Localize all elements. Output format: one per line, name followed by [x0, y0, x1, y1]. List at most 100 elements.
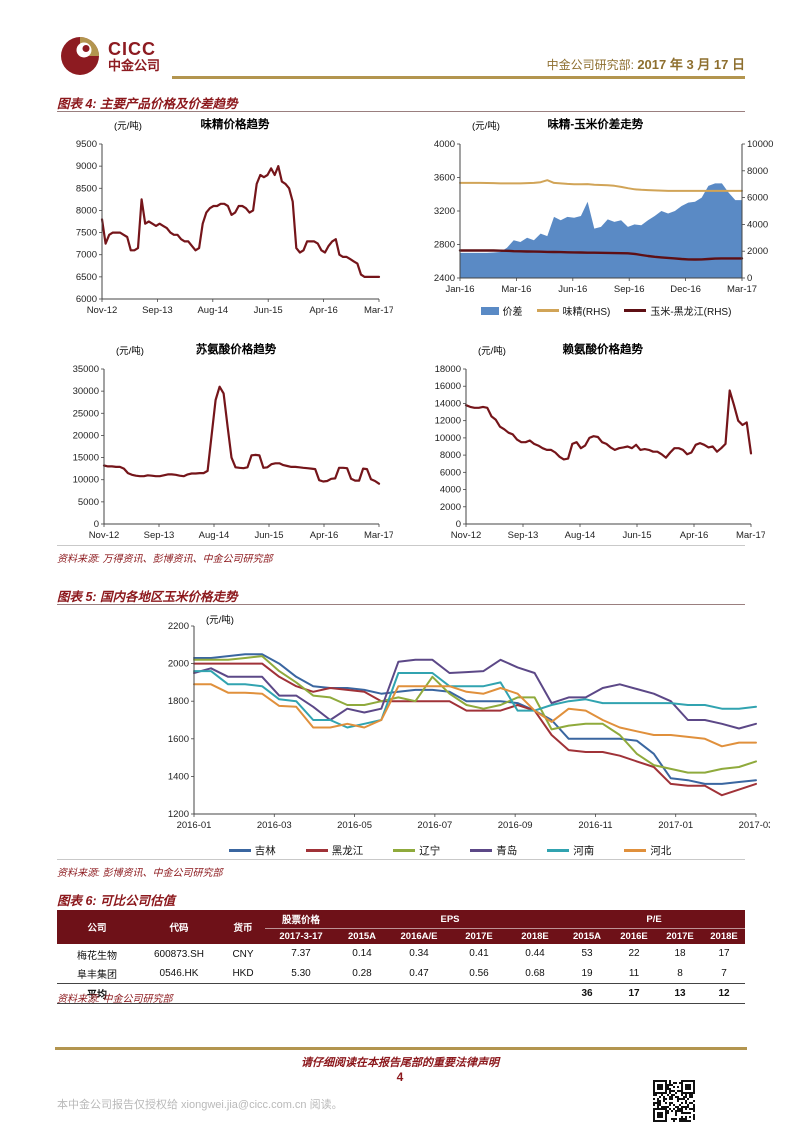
cell-currency: HKD [232, 967, 254, 979]
legend-label-msg: 味精(RHS) [562, 307, 611, 318]
svg-text:7000: 7000 [76, 250, 97, 261]
col-header-eps-2017e: 2017E [451, 928, 507, 944]
svg-text:10000: 10000 [747, 139, 773, 150]
header-research-dept: 中金公司研究部: 2017 年 3 月 17 日 [547, 54, 745, 73]
svg-text:Nov-12: Nov-12 [87, 305, 118, 316]
cell-pe: 19 [581, 967, 593, 979]
svg-text:2000: 2000 [747, 246, 768, 257]
qr-code [653, 1080, 695, 1122]
legend-item-corn-hlj: 玉米-黑龙江(RHS) [624, 303, 731, 318]
cell-eps: 0.28 [352, 967, 372, 979]
svg-text:Jun-15: Jun-15 [254, 530, 283, 541]
svg-text:8500: 8500 [76, 183, 97, 194]
svg-text:15000: 15000 [73, 453, 99, 464]
col-header-eps-2016ae: 2016A/E [387, 928, 451, 944]
table-row-fufeng: 阜丰集团 0546.HK HKD 5.30 0.28 0.47 0.56 0.6… [57, 964, 745, 984]
svg-text:Sep-16: Sep-16 [614, 284, 645, 295]
chart-msg-price: 6000 6500 7000 7500 8000 8500 9000 9500 Nov-12 Se… [58, 116, 394, 326]
col-header-eps-2015a: 2015A [337, 928, 387, 944]
cicc-logo: CICC 中金公司 [60, 36, 160, 76]
svg-text:(元/吨): (元/吨) [114, 120, 142, 132]
cell-pe: 8 [677, 967, 683, 979]
table-row-meihua: 梅花生物 600873.SH CNY 7.37 0.14 0.34 0.41 0… [57, 944, 745, 964]
figure5-underline [57, 604, 745, 605]
svg-text:10000: 10000 [73, 475, 99, 486]
area-swatch-icon [480, 306, 499, 315]
cell-pe: 11 [628, 967, 640, 979]
footer-gold-rule [55, 1047, 747, 1050]
figure6-source: 资料来源: 中金公司研究部 [57, 994, 173, 1005]
cell-price: 7.37 [291, 948, 311, 960]
cell-currency: CNY [232, 948, 254, 960]
svg-text:2017-03: 2017-03 [739, 820, 770, 831]
legend-label-corn-hlj: 玉米-黑龙江(RHS) [650, 307, 732, 318]
cell-avg-pe: 17 [611, 982, 658, 1004]
chart-regional-corn: 1200 1400 1600 1800 2000 2200 2016-01 2016-03 20… [130, 610, 774, 858]
table-row-average: 平均 36 17 13 12 [57, 982, 746, 1004]
svg-text:12000: 12000 [435, 416, 461, 427]
svg-text:赖氨酸价格趋势: 赖氨酸价格趋势 [563, 342, 644, 356]
line-swatch-icon [536, 309, 559, 312]
svg-text:Nov-12: Nov-12 [451, 530, 482, 541]
svg-text:苏氨酸价格趋势: 苏氨酸价格趋势 [196, 342, 277, 356]
valuation-table: 公司 代码 货币 股票价格 EPS P/E 2017-3-17 2015A 20… [57, 910, 746, 1004]
svg-text:10000: 10000 [435, 433, 461, 444]
line-swatch-icon [393, 849, 416, 852]
chart-msg-corn-spread: 2400 2800 3200 3600 4000 0 2000 4000 6000 8000 100… [420, 116, 792, 318]
legend-label-spread: 价差 [502, 307, 523, 318]
cell-eps: 0.44 [525, 948, 545, 960]
svg-text:9500: 9500 [76, 139, 97, 150]
svg-text:25000: 25000 [73, 408, 99, 419]
cell-eps: 0.14 [352, 948, 372, 960]
svg-text:Mar-17: Mar-17 [364, 305, 393, 316]
legend-item-henan: 河南 [547, 843, 594, 858]
figure6-title: 图表 6: 可比公司估值 [57, 894, 176, 908]
svg-text:Aug-14: Aug-14 [199, 530, 230, 541]
svg-text:2016-03: 2016-03 [257, 820, 292, 831]
legend-label-hebei: 河北 [650, 845, 672, 857]
authorization-note: 本中金公司报告仅授权给 xiongwei.jia@cicc.com.cn 阅读。 [57, 1099, 343, 1111]
svg-text:1200: 1200 [168, 809, 189, 820]
svg-text:0: 0 [456, 519, 461, 530]
cell-pe: 17 [718, 948, 730, 960]
svg-text:Apr-16: Apr-16 [310, 530, 339, 541]
legend-label-qingdao: 青岛 [496, 845, 518, 857]
col-header-pe-2017e: 2017E [657, 928, 704, 944]
line-swatch-icon [228, 849, 251, 852]
svg-text:Aug-14: Aug-14 [197, 305, 228, 316]
cell-code: 0546.HK [159, 967, 199, 979]
cell-eps: 0.47 [409, 967, 429, 979]
svg-text:2016-09: 2016-09 [498, 820, 533, 831]
svg-text:35000: 35000 [73, 364, 99, 375]
svg-text:2016-07: 2016-07 [417, 820, 452, 831]
svg-text:4000: 4000 [440, 485, 461, 496]
cell-pe: 22 [628, 948, 640, 960]
svg-text:Mar-16: Mar-16 [501, 284, 531, 295]
svg-text:味精价格趋势: 味精价格趋势 [200, 117, 269, 131]
legend-item-spread: 价差 [480, 303, 523, 318]
svg-text:6000: 6000 [76, 294, 97, 305]
figure4-separator [57, 545, 745, 546]
col-header-pe-2018e: 2018E [703, 928, 746, 944]
cell-avg-pe: 36 [563, 982, 612, 1004]
svg-text:4000: 4000 [747, 219, 768, 230]
cell-eps: 0.68 [525, 967, 545, 979]
cell-eps: 0.56 [469, 967, 489, 979]
cell-avg-pe: 13 [657, 982, 704, 1004]
report-date: 2017 年 3 月 17 日 [637, 57, 745, 72]
svg-text:Jan-16: Jan-16 [445, 284, 474, 295]
svg-text:2800: 2800 [434, 240, 455, 251]
col-header-code: 代码 [137, 910, 221, 945]
corn-legend: 吉林 黑龙江 辽宁 青岛 河南 河北 [130, 843, 770, 858]
cell-price: 5.30 [291, 967, 311, 979]
svg-text:2016-05: 2016-05 [337, 820, 372, 831]
svg-text:6000: 6000 [440, 467, 461, 478]
spread-legend: 价差 味精(RHS) 玉米-黑龙江(RHS) [420, 303, 792, 318]
figure5-source: 资料来源: 彭博资讯、中金公司研究部 [57, 868, 223, 879]
svg-text:9000: 9000 [76, 161, 97, 172]
figure4-underline [57, 111, 745, 112]
svg-text:5000: 5000 [78, 497, 99, 508]
svg-text:4000: 4000 [434, 139, 455, 150]
svg-text:Mar-17: Mar-17 [364, 530, 393, 541]
